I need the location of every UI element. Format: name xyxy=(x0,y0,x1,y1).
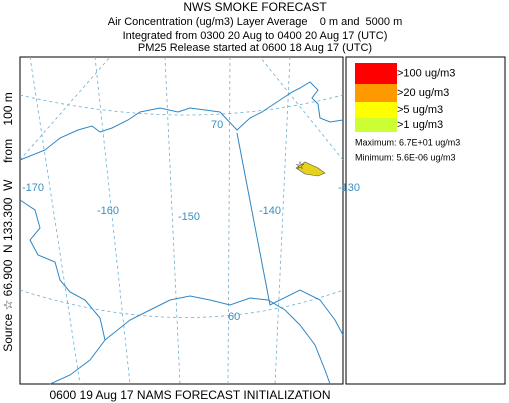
legend-swatch xyxy=(355,84,397,102)
grid-label: -150 xyxy=(178,211,200,223)
legend-max: Maximum: 6.7E+01 ug/m3 xyxy=(355,137,460,147)
legend-swatch xyxy=(355,63,397,84)
footer: 0600 19 Aug 17 NAMS FORECAST INITIALIZAT… xyxy=(50,388,331,402)
grid-label: -160 xyxy=(97,205,119,217)
legend-label: >5 ug/m3 xyxy=(397,104,443,116)
subtitle: Integrated from 0300 20 Aug to 0400 20 A… xyxy=(123,30,388,42)
legend-swatch xyxy=(355,102,397,118)
source-marker: ☆ xyxy=(295,160,305,172)
subtitle: Air Concentration (ug/m3) Layer Average … xyxy=(108,16,403,28)
map-frame xyxy=(19,56,344,385)
coastline xyxy=(19,81,344,385)
source-label: Source ☆ 66.900 N 133.300 W from 100 m xyxy=(1,92,15,352)
legend-label: >20 ug/m3 xyxy=(397,87,449,99)
grid-label: -140 xyxy=(259,205,281,217)
legend-swatch xyxy=(355,118,397,132)
subtitle: PM25 Release started at 0600 18 Aug 17 (… xyxy=(138,42,372,54)
grid-label: 60 xyxy=(228,311,240,323)
title: NWS SMOKE FORECAST xyxy=(183,0,327,14)
grid-label: 70 xyxy=(211,119,223,131)
legend-label: >100 ug/m3 xyxy=(397,67,455,79)
grid-label: -130 xyxy=(338,182,360,194)
legend-min: Minimum: 5.6E-06 ug/m3 xyxy=(355,152,456,162)
smoke-plume xyxy=(295,161,326,177)
grid-label: -170 xyxy=(22,182,44,194)
legend-label: >1 ug/m3 xyxy=(397,119,443,131)
graticule xyxy=(19,56,344,385)
